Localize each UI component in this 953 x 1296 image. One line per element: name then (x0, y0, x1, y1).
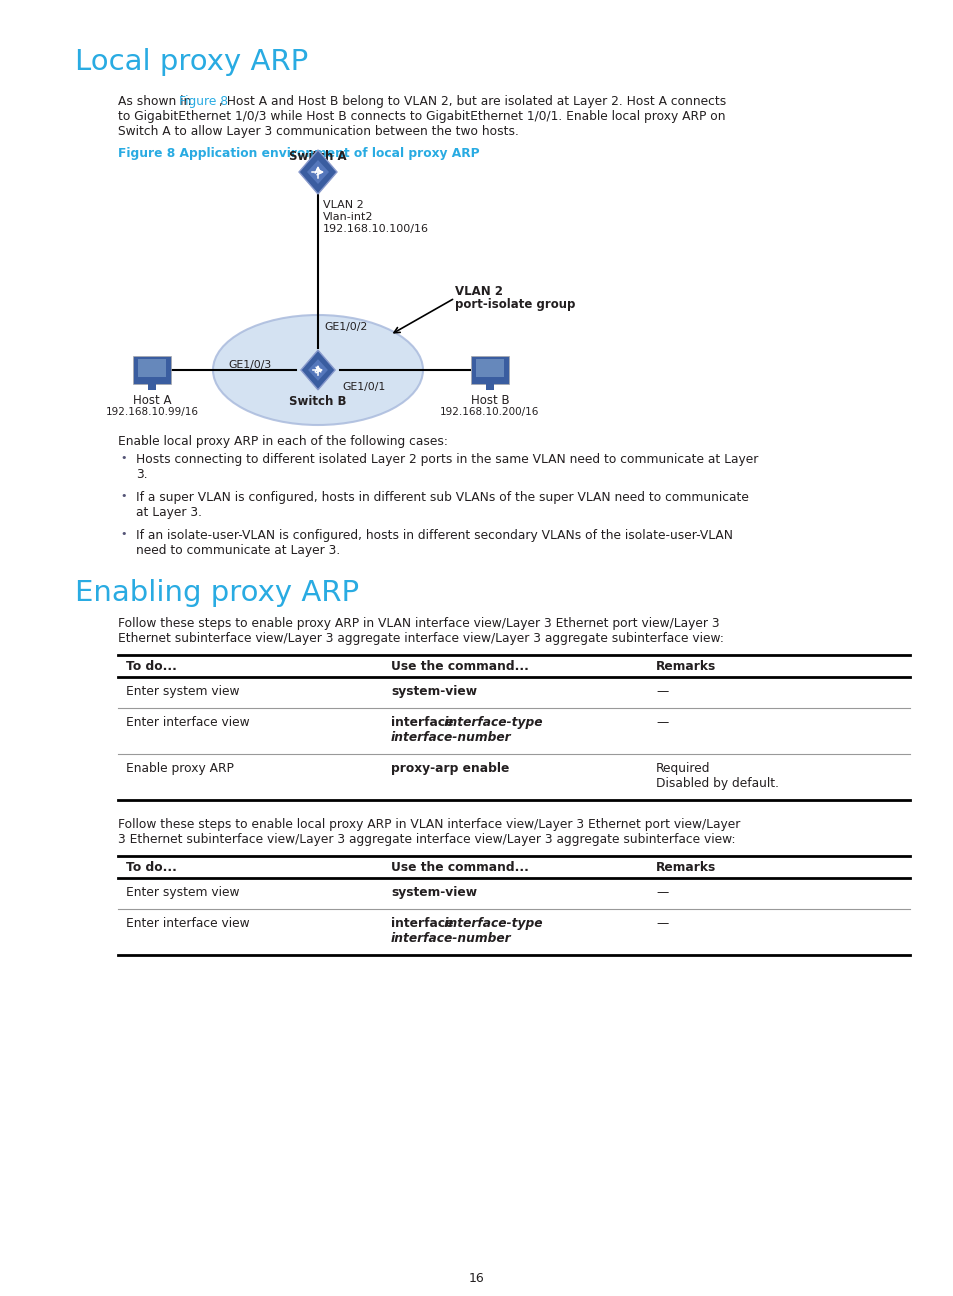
Text: Switch A: Switch A (289, 150, 347, 163)
Polygon shape (308, 359, 328, 381)
Text: Ethernet subinterface view/Layer 3 aggregate interface view/Layer 3 aggregate su: Ethernet subinterface view/Layer 3 aggre… (118, 632, 723, 645)
Text: —: — (656, 715, 667, 728)
Bar (471, 356, 509, 384)
Polygon shape (298, 150, 336, 194)
Text: Follow these steps to enable local proxy ARP in VLAN interface view/Layer 3 Ethe: Follow these steps to enable local proxy… (118, 818, 740, 831)
Text: interface-type: interface-type (440, 918, 542, 931)
Polygon shape (307, 159, 329, 184)
Text: Switch A to allow Layer 3 communication between the two hosts.: Switch A to allow Layer 3 communication … (118, 124, 518, 137)
Text: Enter interface view: Enter interface view (126, 918, 250, 931)
Text: 3 Ethernet subinterface view/Layer 3 aggregate interface view/Layer 3 aggregate : 3 Ethernet subinterface view/Layer 3 agg… (118, 833, 735, 846)
Text: Switch B: Switch B (289, 395, 346, 408)
Bar (476, 359, 503, 377)
Text: Hosts connecting to different isolated Layer 2 ports in the same VLAN need to co: Hosts connecting to different isolated L… (136, 454, 758, 467)
Text: Figure 8 Application environment of local proxy ARP: Figure 8 Application environment of loca… (118, 146, 479, 159)
Text: Host B: Host B (470, 394, 509, 407)
Text: •: • (120, 454, 127, 463)
Text: Use the command...: Use the command... (391, 660, 528, 673)
Text: Enter system view: Enter system view (126, 886, 239, 899)
Text: Local proxy ARP: Local proxy ARP (75, 48, 308, 76)
Text: 192.168.10.100/16: 192.168.10.100/16 (323, 224, 429, 235)
Text: 192.168.10.200/16: 192.168.10.200/16 (440, 407, 539, 417)
Bar (485, 384, 494, 390)
Text: —: — (656, 686, 667, 699)
Text: port-isolate group: port-isolate group (455, 298, 575, 311)
Text: —: — (656, 886, 667, 899)
Text: —: — (656, 918, 667, 931)
Text: interface: interface (391, 918, 453, 931)
Text: •: • (120, 491, 127, 502)
Text: Remarks: Remarks (656, 861, 716, 874)
Text: Required: Required (656, 762, 710, 775)
Text: Disabled by default.: Disabled by default. (656, 778, 779, 791)
Text: interface-number: interface-number (391, 932, 511, 945)
Text: interface: interface (391, 715, 453, 728)
Text: As shown in: As shown in (118, 95, 195, 108)
Text: Enter interface view: Enter interface view (126, 715, 250, 728)
Text: Follow these steps to enable proxy ARP in VLAN interface view/Layer 3 Ethernet p: Follow these steps to enable proxy ARP i… (118, 617, 719, 630)
Text: Enabling proxy ARP: Enabling proxy ARP (75, 579, 358, 607)
Text: system-view: system-view (391, 686, 476, 699)
Text: To do...: To do... (126, 861, 176, 874)
Bar (138, 359, 166, 377)
Text: GE1/0/2: GE1/0/2 (324, 321, 367, 332)
Text: interface-number: interface-number (391, 731, 511, 744)
Polygon shape (300, 350, 335, 390)
Text: GE1/0/1: GE1/0/1 (341, 382, 385, 391)
Text: interface-type: interface-type (440, 715, 542, 728)
Text: Enable proxy ARP: Enable proxy ARP (126, 762, 233, 775)
Text: 3.: 3. (136, 468, 148, 481)
Text: proxy-arp enable: proxy-arp enable (391, 762, 509, 775)
Text: VLAN 2: VLAN 2 (455, 285, 502, 298)
Text: Use the command...: Use the command... (391, 861, 528, 874)
Bar (132, 356, 171, 384)
Text: at Layer 3.: at Layer 3. (136, 505, 202, 518)
Text: Enable local proxy ARP in each of the following cases:: Enable local proxy ARP in each of the fo… (118, 435, 447, 448)
Text: 192.168.10.99/16: 192.168.10.99/16 (106, 407, 198, 417)
Text: •: • (120, 529, 127, 539)
Text: VLAN 2: VLAN 2 (323, 200, 363, 210)
Text: Figure 8: Figure 8 (178, 95, 228, 108)
Text: 16: 16 (469, 1271, 484, 1286)
Text: Enter system view: Enter system view (126, 686, 239, 699)
Text: , Host A and Host B belong to VLAN 2, but are isolated at Layer 2. Host A connec: , Host A and Host B belong to VLAN 2, bu… (219, 95, 725, 108)
Text: need to communicate at Layer 3.: need to communicate at Layer 3. (136, 544, 340, 557)
Text: GE1/0/3: GE1/0/3 (228, 360, 271, 369)
Text: Host A: Host A (132, 394, 172, 407)
Text: Remarks: Remarks (656, 660, 716, 673)
Text: Vlan-int2: Vlan-int2 (323, 213, 374, 222)
Text: to GigabitEthernet 1/0/3 while Host B connects to GigabitEthernet 1/0/1. Enable : to GigabitEthernet 1/0/3 while Host B co… (118, 110, 724, 123)
Text: system-view: system-view (391, 886, 476, 899)
Ellipse shape (213, 315, 422, 425)
Text: If a super VLAN is configured, hosts in different sub VLANs of the super VLAN ne: If a super VLAN is configured, hosts in … (136, 491, 748, 504)
Text: If an isolate-user-VLAN is configured, hosts in different secondary VLANs of the: If an isolate-user-VLAN is configured, h… (136, 529, 732, 542)
Text: To do...: To do... (126, 660, 176, 673)
Bar (148, 384, 156, 390)
